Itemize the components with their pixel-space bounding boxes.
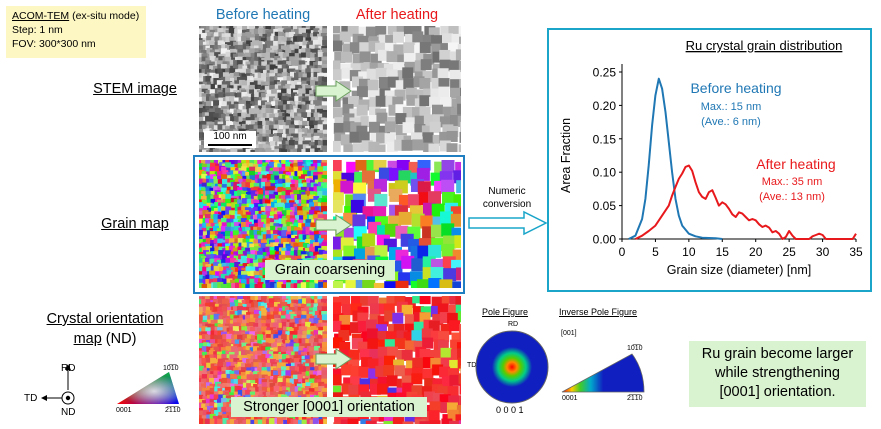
row-label-grain-map: Grain map xyxy=(101,216,169,232)
ipf-top-label: 10̅1̅0 xyxy=(627,345,643,352)
acquisition-info-box: ACOM-TEM (ex-situ mode) Step: 1 nm FOV: … xyxy=(6,6,146,58)
row-label-stem: STEM image xyxy=(93,81,177,97)
numeric-conversion-label: Numeric conversion xyxy=(482,186,532,210)
y-tick-label: 0.15 xyxy=(593,132,617,146)
info-step: Step: 1 nm xyxy=(12,24,63,36)
x-tick-label: 25 xyxy=(782,245,796,259)
grain-coarsening-label: Grain coarsening xyxy=(265,260,395,280)
y-tick-label: 0.20 xyxy=(593,99,617,113)
chart-title: Ru crystal grain distribution xyxy=(686,38,843,53)
legend-left-label: 0001 xyxy=(116,407,132,414)
series-line-after xyxy=(634,164,857,240)
arrow-icon xyxy=(315,214,352,236)
axis-rd-label: RD xyxy=(61,363,76,374)
series-stat-label: (Ave.: 6 nm) xyxy=(701,116,761,128)
grain-distribution-chart: Ru crystal grain distribution 0.00 0.05 0.1… xyxy=(547,28,872,292)
series-stat-label: (Ave.: 13 nm) xyxy=(759,191,825,203)
series-name-label: Before heating xyxy=(690,80,781,96)
grain-map-frame xyxy=(193,155,465,294)
legend-top-label: 10̅1̅0 xyxy=(163,365,179,372)
ipf-left-label: 0001 xyxy=(562,395,578,402)
pole-figure-bottom-label: 0 0 0 1 xyxy=(496,405,524,415)
conclusion-box: Ru grain become larger while strengtheni… xyxy=(689,341,866,407)
column-header-before: Before heating xyxy=(215,7,311,23)
inverse-pole-figure-plot xyxy=(561,353,645,393)
arrow-icon xyxy=(315,80,352,102)
pole-figure-plot xyxy=(475,330,549,404)
pole-figure-td-label: TD xyxy=(467,362,477,369)
x-tick-label: 0 xyxy=(619,245,626,259)
stronger-orientation-label: Stronger [0001] orientation xyxy=(231,397,427,417)
ipf-axis-label: [001] xyxy=(561,330,577,337)
axis-nd-label: ND xyxy=(61,407,76,418)
pole-figure-title: Pole Figure xyxy=(482,307,529,317)
series-stat-label: Max.: 35 nm xyxy=(762,176,823,188)
series-name-label: After heating xyxy=(756,156,835,172)
arrow-icon xyxy=(315,348,352,370)
stem-image-after xyxy=(333,26,461,152)
x-tick-label: 5 xyxy=(652,245,659,259)
series-stat-label: Max.: 15 nm xyxy=(701,101,762,113)
conversion-arrow-icon xyxy=(468,210,548,236)
x-tick-label: 35 xyxy=(849,245,863,259)
x-tick-label: 15 xyxy=(716,245,730,259)
y-tick-label: 0.25 xyxy=(593,66,617,80)
info-fov: FOV: 300*300 nm xyxy=(12,38,96,50)
y-axis-label: Area Fraction xyxy=(559,118,573,193)
info-mode: (ex-situ mode) xyxy=(69,10,140,22)
x-tick-label: 20 xyxy=(749,245,763,259)
ipf-color-legend xyxy=(117,372,179,404)
x-tick-label: 10 xyxy=(682,245,696,259)
y-tick-label: 0.05 xyxy=(593,199,617,213)
scale-bar: 100 nm xyxy=(204,131,256,148)
legend-right-label: 2̅1̅1̅0 xyxy=(165,407,181,414)
pole-figure-rd-label: RD xyxy=(508,321,519,328)
x-axis-label: Grain size (diameter) [nm] xyxy=(667,263,811,277)
series-line-before xyxy=(628,77,723,240)
info-title: ACOM-TEM xyxy=(12,10,70,22)
x-tick-label: 30 xyxy=(816,245,830,259)
y-tick-label: 0.00 xyxy=(593,233,617,247)
sample-axes-icon xyxy=(41,364,75,405)
column-header-after: After heating xyxy=(355,7,439,23)
axis-td-label: TD xyxy=(24,393,38,404)
y-tick-label: 0.10 xyxy=(593,166,617,180)
inverse-pole-figure-title: Inverse Pole Figure xyxy=(559,307,638,317)
ipf-right-label: 2̅1̅1̅0 xyxy=(627,395,643,402)
row-label-orientation: Crystal orientation map (ND) xyxy=(46,311,164,347)
